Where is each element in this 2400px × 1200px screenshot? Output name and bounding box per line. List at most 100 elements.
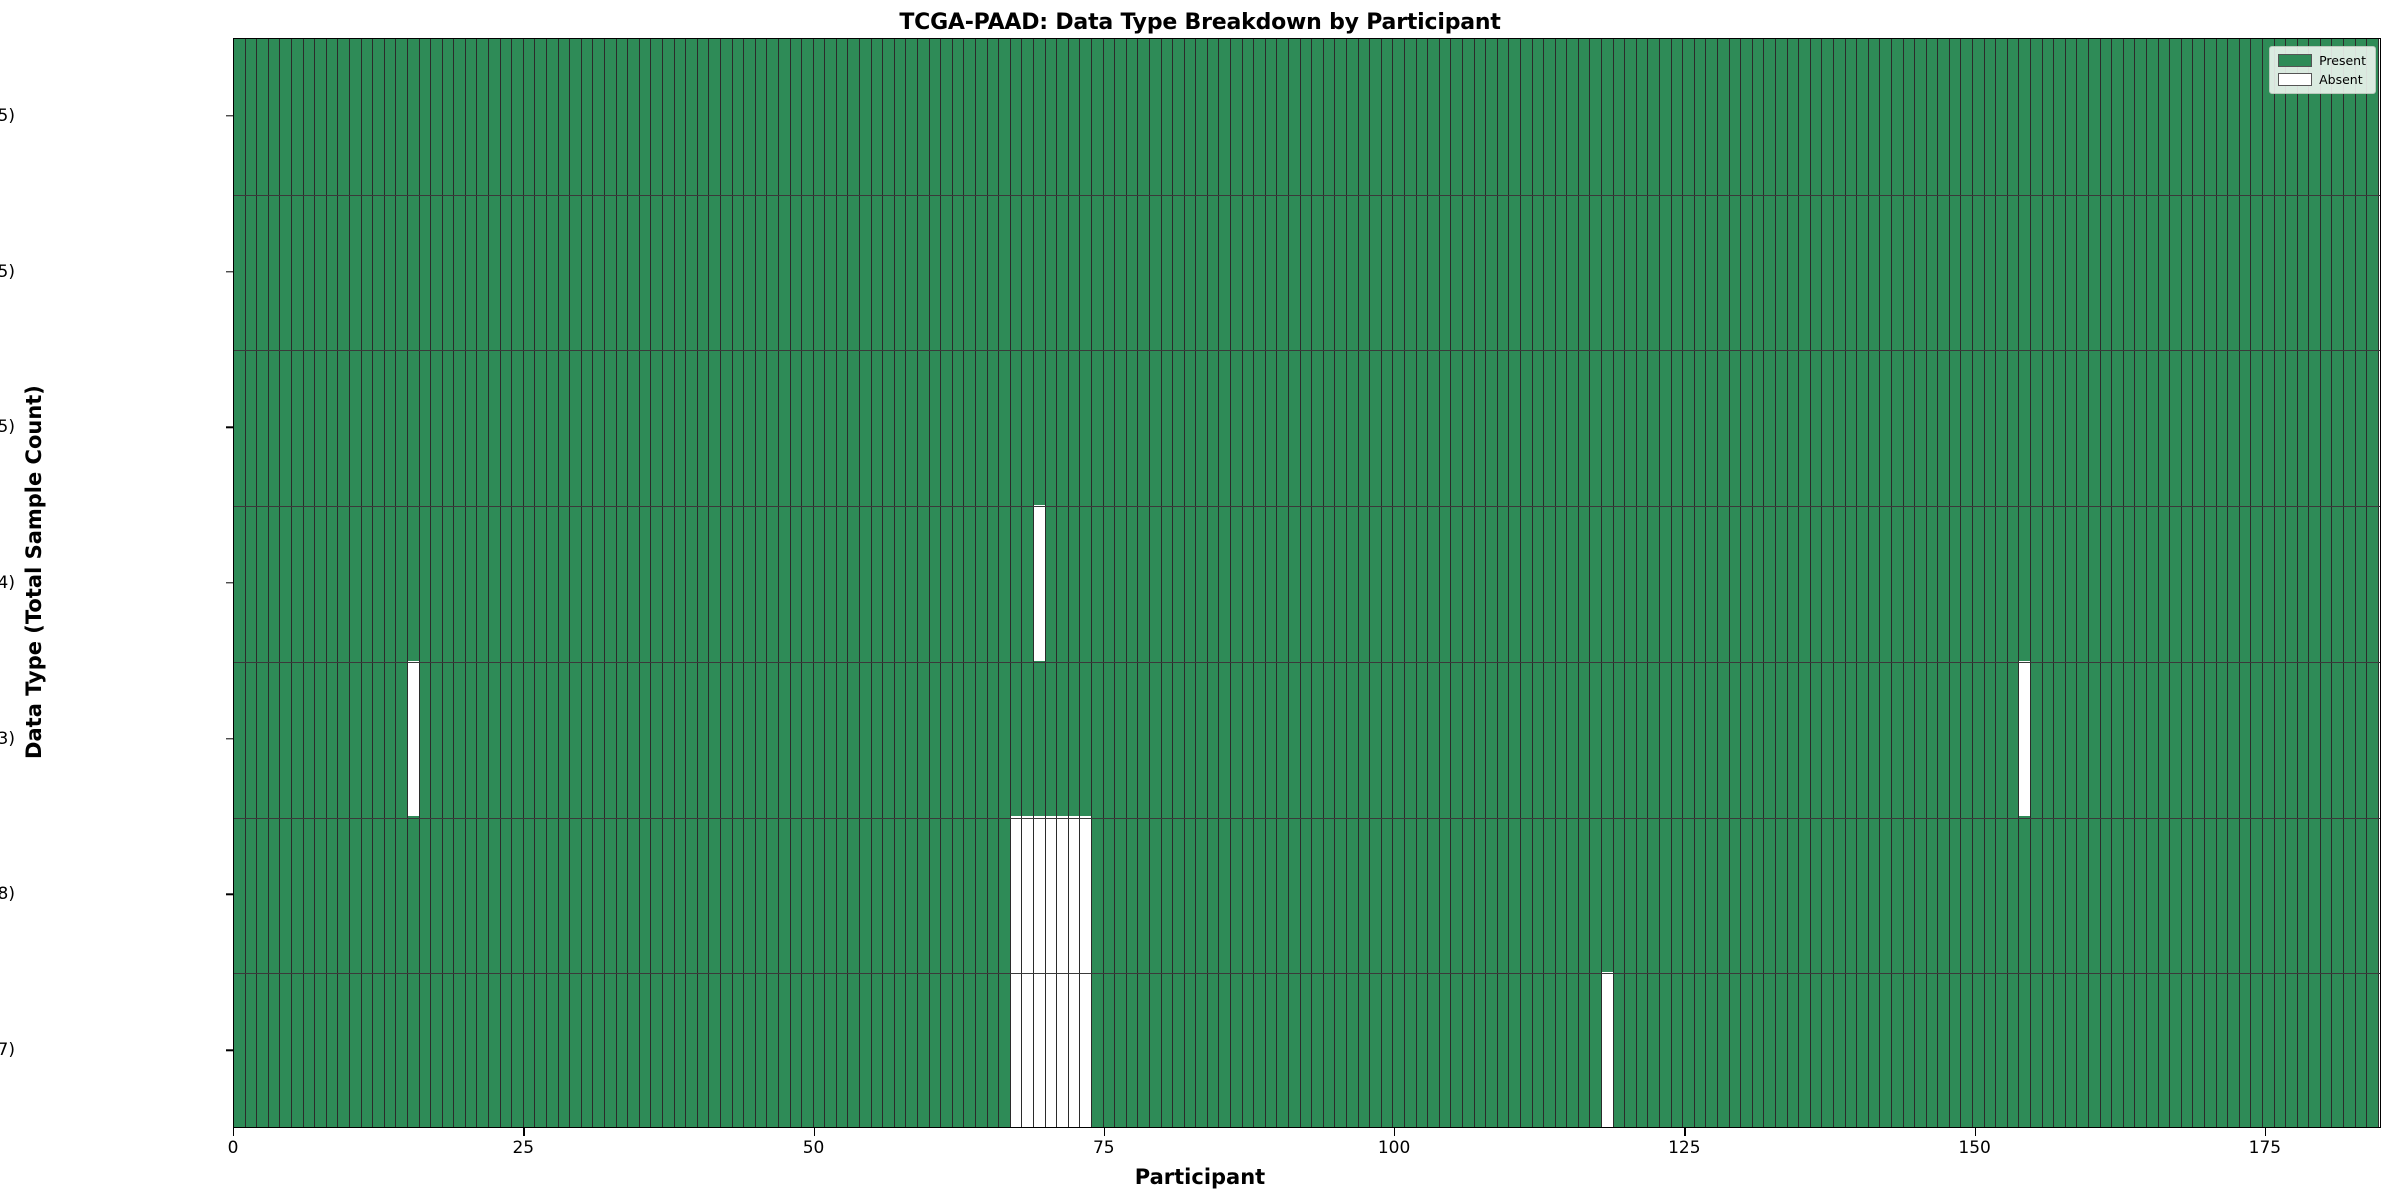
heatmap-cell[interactable] (558, 194, 571, 350)
heatmap-cell[interactable] (2344, 816, 2356, 972)
heatmap-cell[interactable] (813, 816, 826, 972)
heatmap-cell[interactable] (860, 971, 872, 1127)
heatmap-cell[interactable] (1764, 349, 1776, 506)
heatmap-cell[interactable] (535, 816, 548, 972)
heatmap-cell[interactable] (1694, 971, 1707, 1127)
heatmap-cell[interactable] (1451, 194, 1463, 350)
heatmap-cell[interactable] (1961, 39, 1974, 195)
heatmap-cell[interactable] (1764, 39, 1776, 195)
heatmap-cell[interactable] (697, 505, 710, 661)
heatmap-cell[interactable] (407, 505, 420, 661)
heatmap-cell[interactable] (1161, 971, 1174, 1127)
heatmap-cell[interactable] (1381, 194, 1394, 350)
heatmap-cell[interactable] (2204, 194, 2217, 350)
heatmap-cell[interactable] (1497, 816, 1510, 972)
heatmap-cell[interactable] (2112, 505, 2124, 661)
heatmap-cell[interactable] (2309, 505, 2321, 661)
heatmap-cell[interactable] (2181, 816, 2194, 972)
heatmap-cell[interactable] (419, 349, 432, 506)
heatmap-cell[interactable] (1544, 816, 1556, 972)
heatmap-cell[interactable] (1973, 194, 1985, 350)
heatmap-cell[interactable] (1404, 505, 1417, 661)
heatmap-cell[interactable] (234, 505, 246, 661)
heatmap-cell[interactable] (651, 39, 663, 195)
heatmap-cell[interactable] (732, 505, 745, 661)
heatmap-cell[interactable] (326, 505, 339, 661)
heatmap-cell[interactable] (1799, 349, 1811, 506)
heatmap-cell[interactable] (1984, 660, 1997, 817)
heatmap-cell[interactable] (987, 971, 1000, 1127)
heatmap-cell[interactable] (605, 39, 617, 195)
heatmap-cell[interactable] (535, 971, 548, 1127)
heatmap-cell[interactable] (1439, 39, 1452, 195)
heatmap-cell[interactable] (1648, 971, 1661, 1127)
heatmap-cell[interactable] (2228, 39, 2240, 195)
heatmap-cell[interactable] (813, 349, 826, 506)
heatmap-cell[interactable] (1891, 816, 1904, 972)
heatmap-cell[interactable] (1868, 505, 1881, 661)
heatmap-cell[interactable] (2320, 505, 2333, 661)
heatmap-cell[interactable] (280, 194, 292, 350)
heatmap-cell[interactable] (1625, 194, 1637, 350)
heatmap-cell[interactable] (1903, 816, 1916, 972)
heatmap-cell[interactable] (1207, 505, 1220, 661)
heatmap-cell[interactable] (407, 39, 420, 195)
heatmap-cell[interactable] (674, 971, 687, 1127)
heatmap-cell[interactable] (744, 971, 756, 1127)
heatmap-cell[interactable] (349, 505, 362, 661)
heatmap-cell[interactable] (1138, 971, 1150, 1127)
heatmap-cell[interactable] (349, 660, 362, 817)
heatmap-cell[interactable] (1880, 971, 1892, 1127)
heatmap-cell[interactable] (1022, 349, 1034, 506)
heatmap-cell[interactable] (1787, 505, 1800, 661)
heatmap-cell[interactable] (2181, 349, 2194, 506)
heatmap-cell[interactable] (245, 816, 258, 972)
heatmap-cell[interactable] (1636, 660, 1649, 817)
heatmap-cell[interactable] (1915, 349, 1927, 506)
heatmap-cell[interactable] (1718, 194, 1730, 350)
heatmap-cell[interactable] (1949, 505, 1962, 661)
heatmap-cell[interactable] (1347, 39, 1359, 195)
heatmap-cell[interactable] (744, 349, 756, 506)
heatmap-cell[interactable] (2355, 505, 2368, 661)
heatmap-cell[interactable] (1613, 816, 1626, 972)
heatmap-cell[interactable] (1091, 194, 1104, 350)
heatmap-cell[interactable] (1509, 971, 1521, 1127)
heatmap-cell[interactable] (1080, 971, 1092, 1127)
heatmap-cell[interactable] (2297, 194, 2310, 350)
heatmap-cell[interactable] (1439, 194, 1452, 350)
heatmap-cell[interactable] (1451, 660, 1463, 817)
heatmap-cell[interactable] (976, 349, 988, 506)
heatmap-cell[interactable] (1323, 660, 1336, 817)
heatmap-cell[interactable] (941, 349, 953, 506)
heatmap-cell[interactable] (1949, 194, 1962, 350)
heatmap-cell[interactable] (1277, 505, 1290, 661)
heatmap-cell[interactable] (1103, 505, 1116, 661)
heatmap-cell[interactable] (709, 660, 721, 817)
heatmap-cell[interactable] (245, 505, 258, 661)
heatmap-cell[interactable] (2274, 660, 2287, 817)
heatmap-cell[interactable] (778, 349, 791, 506)
heatmap-cell[interactable] (2216, 39, 2229, 195)
heatmap-cell[interactable] (1532, 971, 1545, 1127)
heatmap-cell[interactable] (2135, 971, 2147, 1127)
heatmap-cell[interactable] (1416, 194, 1429, 350)
heatmap-cell[interactable] (1358, 816, 1371, 972)
heatmap-cell[interactable] (744, 505, 756, 661)
heatmap-cell[interactable] (2089, 39, 2101, 195)
heatmap-cell[interactable] (1949, 349, 1962, 506)
heatmap-cell[interactable] (1138, 505, 1150, 661)
heatmap-cell[interactable] (1149, 660, 1162, 817)
heatmap-cell[interactable] (1833, 971, 1846, 1127)
heatmap-cell[interactable] (1161, 505, 1174, 661)
heatmap-cell[interactable] (2344, 505, 2356, 661)
heatmap-cell[interactable] (2077, 660, 2089, 817)
heatmap-cell[interactable] (2251, 816, 2263, 972)
heatmap-cell[interactable] (245, 660, 258, 817)
heatmap-cell[interactable] (2135, 660, 2147, 817)
heatmap-cell[interactable] (1323, 971, 1336, 1127)
heatmap-cell[interactable] (1428, 349, 1440, 506)
heatmap-cell[interactable] (1613, 194, 1626, 350)
heatmap-cell[interactable] (1115, 194, 1127, 350)
heatmap-cell[interactable] (1033, 349, 1046, 506)
